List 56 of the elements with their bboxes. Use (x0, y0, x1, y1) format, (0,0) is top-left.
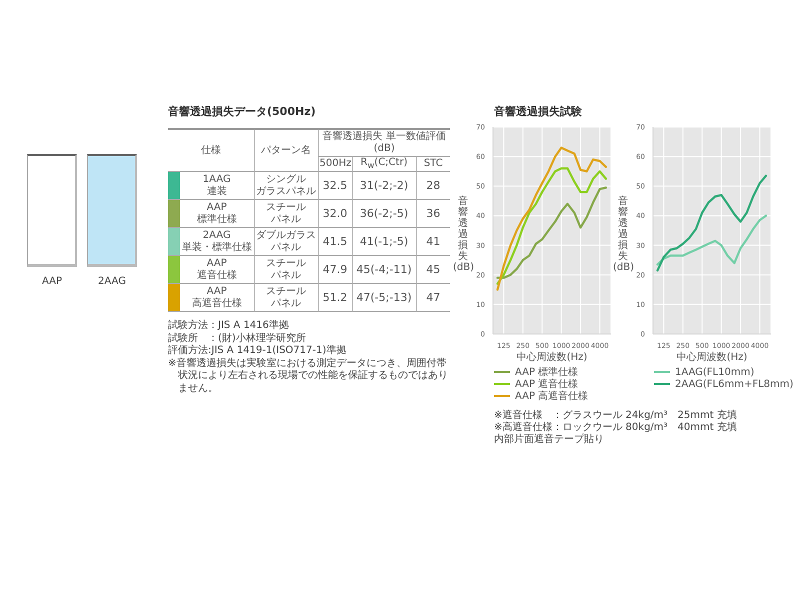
text: 28 (426, 178, 440, 192)
text: ダブルガラスパネル (256, 230, 316, 252)
text: 32.0 (322, 206, 348, 220)
line-series (496, 186, 608, 279)
text: 47(-5;-13) (356, 290, 412, 304)
text: 音響透過損失データ(500Hz) (168, 105, 316, 118)
text: 音響透過損失 単一数値評価(dB) (322, 131, 446, 154)
text: 36(-2;-5) (360, 206, 408, 220)
category-label: R$_{w}$(C;Ctr) (360, 157, 408, 170)
y-axis-title: 音響透過損失(dB) (613, 196, 634, 273)
legend-label: AAP 高遮音仕様 (515, 390, 588, 403)
line-series (496, 146, 608, 291)
text: スチールパネル (266, 258, 306, 280)
text: 32.5 (322, 178, 348, 192)
category-label: 500Hz (320, 158, 352, 169)
text: 評価方法:JIS A 1419-1(ISO717-1)準拠 (168, 345, 346, 356)
legend-label: 1AAG(FL10mm) (675, 366, 754, 378)
text: シングルガラスパネル (256, 174, 316, 196)
text: 45(-4;-11) (356, 262, 412, 276)
text: ※高遮音仕様：ロックウール 80kg/m³ 40mmt 充填 (494, 422, 737, 433)
category-label: AAP 遮音仕様 (196, 258, 237, 280)
y-axis-title: 音響透過損失(dB) (453, 196, 474, 273)
text: スチールパネル (266, 286, 306, 308)
legend-label: AAP 遮音仕様 (515, 378, 578, 390)
legend-label: 2AAG(FL6mm+FL8mm) (675, 378, 794, 390)
category-label: 2AAG (98, 276, 126, 287)
category-label: パターン名 (261, 144, 311, 156)
text: 41(-1;-5) (360, 234, 408, 248)
line-series (656, 174, 768, 272)
text: ※音響透過損失は実験室における測定データにつき、周囲付帯状況により左右される現場での性能を保証するものではありません。 (168, 358, 448, 394)
text: ※遮音仕様 ：グラスウール 24kg/m³ 25mmt 充填 (494, 410, 737, 421)
x-axis-title: 中心周波数(Hz) (516, 351, 588, 363)
line-series (656, 214, 768, 266)
text: 36 (426, 206, 440, 220)
category-label: 2AAG 単装・標準仕様 (182, 230, 252, 252)
text: 試験方法：JIS A 1416準拠 (168, 320, 289, 331)
text: 内部片面遮音テープ貼り (494, 434, 604, 445)
text: 45 (426, 262, 440, 276)
text: 31(-2;-2) (360, 178, 408, 192)
text: 47 (426, 290, 440, 304)
legend-label: AAP 標準仕様 (515, 366, 578, 378)
line-series (496, 167, 608, 285)
category-label: STC (424, 158, 443, 169)
chart-title: 音響透過損失試験 (494, 105, 582, 118)
text: 47.9 (322, 262, 348, 276)
text: 41.5 (322, 234, 348, 248)
category-label: AAP 高遮音仕様 (192, 286, 242, 308)
text: 41 (426, 234, 440, 248)
category-label: 1AAG 連装 (202, 174, 231, 196)
x-axis-title: 中心周波数(Hz) (676, 351, 748, 363)
category-label: AAP (42, 276, 62, 287)
category-label: AAP 標準仕様 (196, 202, 237, 224)
text: 仕様 (200, 144, 221, 156)
text: 51.2 (322, 290, 348, 304)
text: スチールパネル (266, 202, 306, 224)
text: 試験所 ：(財)小林理学研究所 (168, 332, 306, 344)
